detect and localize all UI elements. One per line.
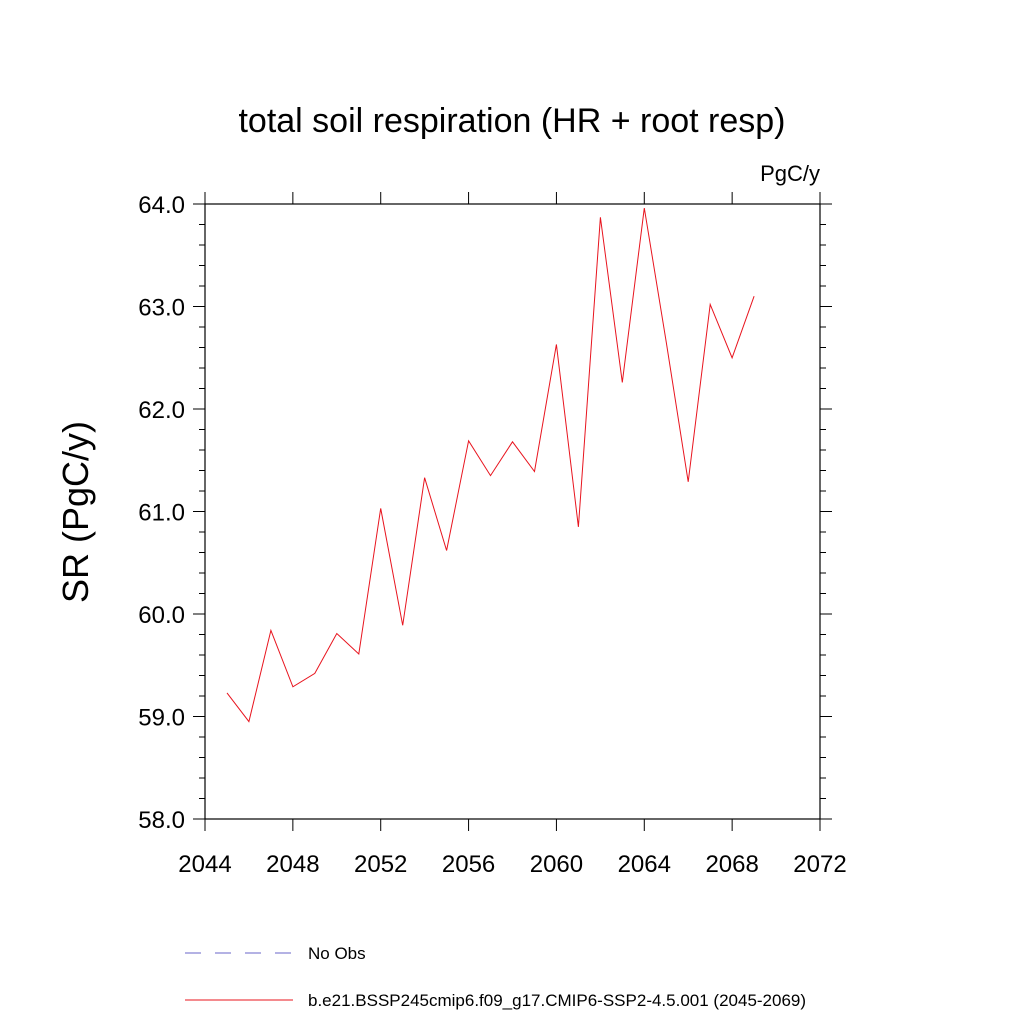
y-tick-label: 64.0: [138, 192, 185, 219]
y-tick-label: 59.0: [138, 705, 185, 732]
x-tick-label: 2072: [793, 851, 846, 878]
chart-title: total soil respiration (HR + root resp): [238, 102, 785, 140]
y-tick-label: 62.0: [138, 397, 185, 424]
axis-ticks: 2044 2048 2052 2056 2060 2064 2068 2072 58.0 59.0…: [138, 192, 847, 878]
x-tick-label: 2052: [354, 851, 407, 878]
x-tick-label: 2064: [618, 851, 671, 878]
x-tick-label: 2048: [266, 851, 319, 878]
legend-label-no-obs: No Obs: [308, 944, 366, 963]
x-tick-label: 2068: [705, 851, 758, 878]
y-tick-label: 58.0: [138, 807, 185, 834]
plot-frame: [204, 203, 821, 820]
x-tick-label: 2056: [442, 851, 495, 878]
y-tick-label: 61.0: [138, 500, 185, 527]
y-tick-label: 63.0: [138, 295, 185, 322]
x-tick-label: 2060: [530, 851, 583, 878]
units-label: PgC/y: [760, 161, 820, 186]
x-tick-label: 2044: [178, 851, 231, 878]
y-axis-label: SR (PgC/y): [55, 421, 96, 603]
series-layer: [226, 208, 755, 723]
legend: No Obs b.e21.BSSP245cmip6.f09_g17.CMIP6-…: [185, 944, 806, 1010]
series-line-ssp245: [226, 208, 755, 723]
legend-label-ssp245: b.e21.BSSP245cmip6.f09_g17.CMIP6-SSP2-4.…: [308, 991, 806, 1010]
y-tick-label: 60.0: [138, 602, 185, 629]
